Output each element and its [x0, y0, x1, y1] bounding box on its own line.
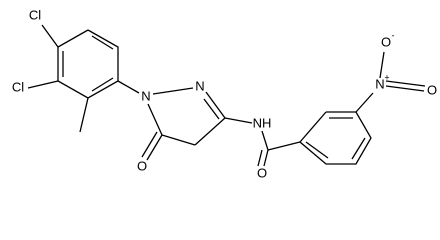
atom-label: NH: [253, 115, 272, 130]
atom-charge: +: [384, 72, 389, 82]
atom-label: N: [375, 76, 384, 91]
atom-label: Cl: [12, 79, 24, 94]
atom-label: O: [137, 158, 147, 173]
atom-label: Cl: [29, 7, 41, 22]
atom-label: N: [195, 78, 204, 93]
atom-charge: -: [392, 30, 395, 40]
atom-label: O: [427, 82, 437, 97]
atom-label: N: [141, 88, 150, 103]
atom-label: O: [381, 34, 391, 49]
atom-label: O: [257, 165, 267, 180]
bonds: [27, 24, 426, 167]
